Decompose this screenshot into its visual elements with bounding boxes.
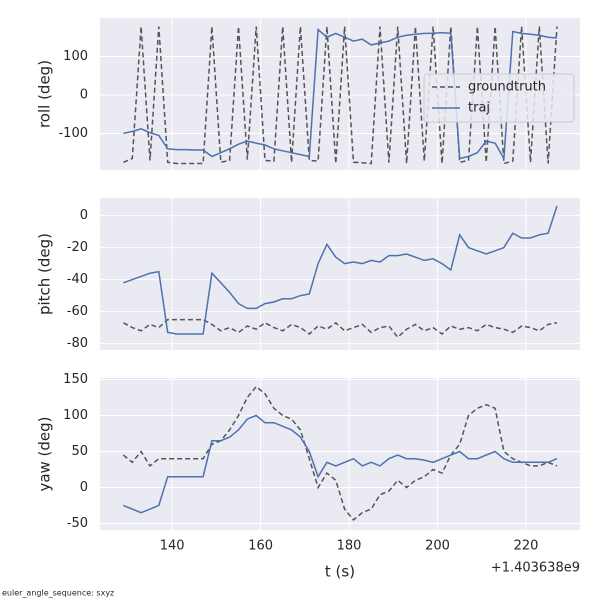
line-series: [123, 414, 558, 514]
y-tick-label: 50: [71, 444, 88, 459]
y-tick-label: -100: [58, 126, 88, 141]
y-axis-label: pitch (deg): [36, 233, 54, 315]
y-tick-label: 0: [80, 87, 88, 102]
plot-area: [100, 378, 580, 530]
x-tick-label: 220: [514, 539, 539, 554]
line-series: [123, 205, 558, 335]
footnote: euler_angle_sequence: sxyz: [2, 589, 114, 598]
x-tick-label: 140: [160, 539, 185, 554]
line-series: [123, 318, 558, 339]
y-axis-label: yaw (deg): [36, 416, 54, 491]
y-tick-label: -80: [67, 336, 88, 351]
y-tick-label: -20: [67, 240, 88, 255]
legend-label: traj: [468, 101, 490, 116]
legend: groundtruth traj: [423, 73, 575, 123]
line-series: [123, 26, 558, 165]
line-series: [123, 27, 558, 162]
plot-area: [100, 198, 580, 350]
y-tick-label: 150: [63, 372, 88, 387]
x-offset-label: +1.403638e9: [491, 561, 580, 576]
x-tick-label: 160: [248, 539, 273, 554]
y-tick-label: -50: [67, 516, 88, 531]
y-tick-label: 100: [63, 408, 88, 423]
y-tick-label: -40: [67, 272, 88, 287]
y-tick-label: -60: [67, 304, 88, 319]
legend-label: groundtruth: [468, 80, 546, 95]
legend-box: [423, 73, 575, 123]
line-series: [122, 385, 558, 521]
x-axis-label: t (s): [325, 563, 355, 581]
x-tick-label: 180: [337, 539, 362, 554]
y-tick-label: 0: [80, 480, 88, 495]
y-axis-label: roll (deg): [36, 60, 54, 128]
y-tick-label: 0: [80, 208, 88, 223]
x-tick-label: 200: [425, 539, 450, 554]
y-tick-label: 100: [63, 49, 88, 64]
